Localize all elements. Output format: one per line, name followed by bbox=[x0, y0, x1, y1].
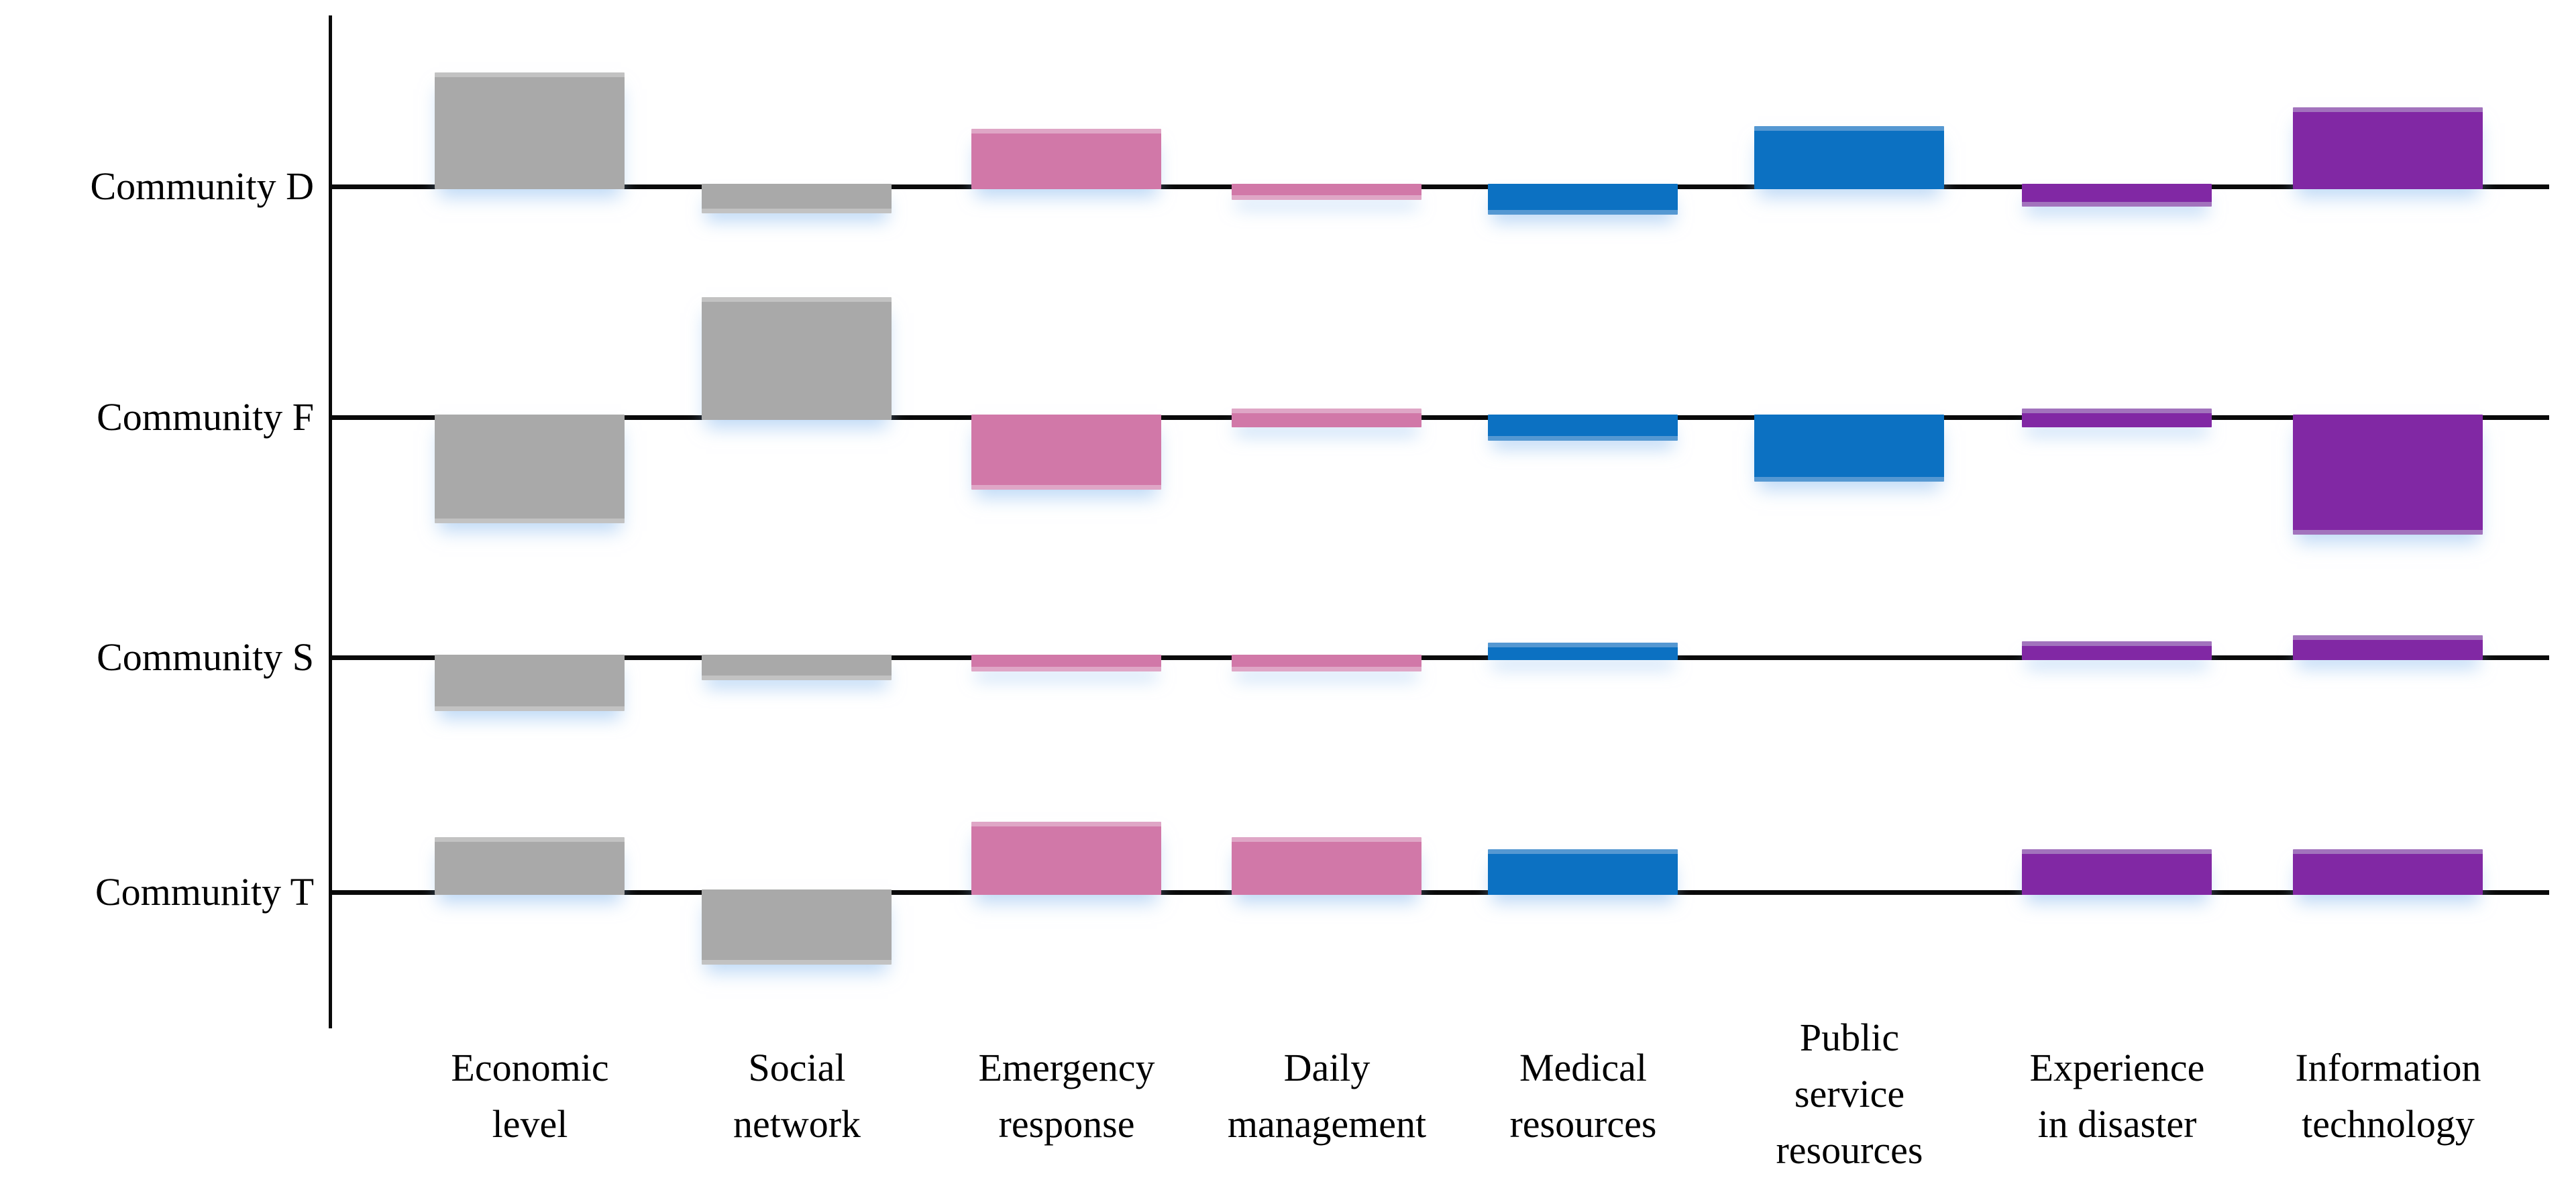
bar-community-t-economic-level bbox=[435, 837, 625, 895]
bar-community-t-medical-resources bbox=[1488, 849, 1678, 895]
category-label-line: Medical bbox=[1519, 1046, 1648, 1089]
bar-community-f-economic-level bbox=[435, 415, 625, 523]
category-label-social-network: Social network bbox=[623, 1040, 971, 1152]
category-label-line: service bbox=[1794, 1072, 1905, 1116]
category-label-line: Daily bbox=[1283, 1046, 1371, 1089]
bar-community-s-medical-resources bbox=[1488, 643, 1678, 660]
category-label-line: in disaster bbox=[2037, 1102, 2197, 1146]
row-label-community-d: Community D bbox=[90, 164, 314, 208]
bar-community-t-daily-management bbox=[1232, 837, 1421, 895]
category-label-experience-in-disaster: Experience in disaster bbox=[1943, 1040, 2292, 1152]
bar-community-f-emergency-response bbox=[971, 415, 1161, 490]
category-label-line: resources bbox=[1509, 1102, 1657, 1146]
baseline-community-d bbox=[329, 184, 2549, 189]
row-label-community-f: Community F bbox=[97, 395, 314, 439]
baseline-community-f bbox=[329, 415, 2549, 420]
baseline-community-s bbox=[329, 655, 2549, 660]
bar-community-t-experience-in-disaster bbox=[2022, 849, 2212, 895]
bar-community-d-experience-in-disaster bbox=[2022, 184, 2212, 207]
bar-community-d-daily-management bbox=[1232, 184, 1421, 200]
bar-community-s-social-network bbox=[702, 655, 892, 680]
category-label-line: resources bbox=[1776, 1128, 1923, 1173]
category-label-line: Economic bbox=[451, 1046, 609, 1089]
bar-community-t-information-technology bbox=[2293, 849, 2483, 895]
bar-community-d-economic-level bbox=[435, 72, 625, 189]
baseline-community-t bbox=[329, 890, 2549, 895]
bar-community-s-economic-level bbox=[435, 655, 625, 711]
category-label-line: level bbox=[492, 1102, 568, 1146]
category-label-line: Public bbox=[1799, 1016, 1900, 1059]
bar-community-t-social-network bbox=[702, 889, 892, 965]
bar-community-s-experience-in-disaster bbox=[2022, 641, 2212, 660]
row-label-community-t: Community T bbox=[95, 870, 314, 914]
bar-community-f-public-service-resources bbox=[1754, 415, 1944, 482]
category-label-line: Emergency bbox=[978, 1046, 1155, 1089]
bar-community-f-daily-management bbox=[1232, 409, 1421, 427]
bar-community-f-information-technology bbox=[2293, 415, 2483, 535]
bar-community-t-emergency-response bbox=[971, 822, 1161, 895]
category-label-line: management bbox=[1227, 1102, 1427, 1146]
bar-community-f-social-network bbox=[702, 297, 892, 420]
bar-community-s-daily-management bbox=[1232, 655, 1421, 671]
row-label-community-s: Community S bbox=[97, 635, 314, 679]
bar-community-d-social-network bbox=[702, 184, 892, 213]
bar-community-s-information-technology bbox=[2293, 635, 2483, 660]
category-label-information-technology: Information technology bbox=[2214, 1040, 2563, 1152]
y-axis-line bbox=[329, 15, 332, 1028]
bar-community-d-emergency-response bbox=[971, 129, 1161, 189]
bar-community-d-medical-resources bbox=[1488, 184, 1678, 215]
bar-community-s-emergency-response bbox=[971, 655, 1161, 671]
bar-community-f-experience-in-disaster bbox=[2022, 409, 2212, 427]
category-label-medical-resources: Medical resources bbox=[1409, 1040, 1758, 1152]
category-label-line: network bbox=[733, 1102, 861, 1146]
bar-community-d-information-technology bbox=[2293, 107, 2483, 189]
category-label-line: technology bbox=[2302, 1102, 2475, 1146]
category-label-economic-level: Economic level bbox=[356, 1040, 704, 1152]
category-label-public-service-resources: Public service resources bbox=[1675, 1010, 2024, 1179]
category-label-line: response bbox=[998, 1102, 1135, 1146]
category-label-emergency-response: Emergency response bbox=[892, 1040, 1241, 1152]
bar-community-d-public-service-resources bbox=[1754, 126, 1944, 189]
bar-community-f-medical-resources bbox=[1488, 415, 1678, 441]
category-label-line: Experience bbox=[2029, 1046, 2205, 1089]
category-label-line: Information bbox=[2295, 1046, 2481, 1089]
category-label-daily-management: Daily management bbox=[1152, 1040, 1501, 1152]
category-label-line: Social bbox=[748, 1046, 846, 1089]
